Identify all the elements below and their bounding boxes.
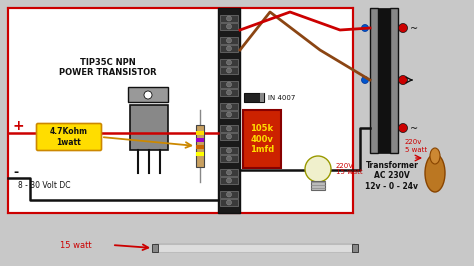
Bar: [352, 244, 358, 252]
Bar: [218, 8, 240, 213]
Text: +: +: [13, 119, 25, 133]
Circle shape: [227, 24, 231, 29]
Bar: [196, 125, 204, 167]
Bar: [220, 103, 238, 110]
Bar: [220, 15, 238, 22]
Text: ~: ~: [410, 124, 418, 134]
Bar: [220, 191, 238, 198]
Bar: [196, 131, 204, 135]
Bar: [152, 244, 158, 252]
Circle shape: [227, 192, 231, 197]
Text: TIP35C NPN
POWER TRANSISTOR: TIP35C NPN POWER TRANSISTOR: [59, 58, 157, 77]
Circle shape: [227, 104, 231, 109]
Circle shape: [227, 90, 231, 95]
Bar: [260, 93, 264, 102]
Circle shape: [227, 200, 231, 205]
Bar: [220, 67, 238, 74]
Bar: [243, 110, 281, 168]
Circle shape: [227, 126, 231, 131]
Bar: [244, 93, 264, 102]
Bar: [8, 8, 353, 213]
Bar: [220, 177, 238, 184]
Circle shape: [144, 91, 152, 99]
Circle shape: [399, 23, 408, 32]
Text: 105k
400v
1mfd: 105k 400v 1mfd: [250, 124, 274, 154]
Circle shape: [227, 178, 231, 183]
Circle shape: [227, 112, 231, 117]
Bar: [130, 105, 168, 150]
Circle shape: [227, 60, 231, 65]
Text: -: -: [13, 166, 18, 179]
Bar: [196, 145, 204, 149]
Bar: [220, 155, 238, 162]
Circle shape: [362, 24, 368, 31]
Circle shape: [399, 123, 408, 132]
Bar: [220, 81, 238, 88]
Bar: [220, 125, 238, 132]
Bar: [220, 37, 238, 44]
Bar: [220, 89, 238, 96]
Bar: [220, 111, 238, 118]
Bar: [378, 8, 390, 153]
Circle shape: [227, 170, 231, 175]
Text: 8 - 30 Volt DC: 8 - 30 Volt DC: [18, 181, 71, 190]
Bar: [220, 23, 238, 30]
Circle shape: [227, 38, 231, 43]
Bar: [220, 199, 238, 206]
Circle shape: [227, 82, 231, 87]
Text: 220v
5 watt: 220v 5 watt: [405, 139, 427, 152]
Ellipse shape: [425, 154, 445, 192]
FancyBboxPatch shape: [36, 123, 101, 151]
Text: 220V
15 watt: 220V 15 watt: [336, 163, 363, 176]
Bar: [196, 152, 204, 156]
Circle shape: [227, 148, 231, 153]
Ellipse shape: [305, 156, 331, 182]
Circle shape: [399, 76, 408, 85]
Ellipse shape: [430, 148, 440, 164]
Bar: [220, 133, 238, 140]
Circle shape: [362, 77, 368, 84]
Bar: [196, 138, 204, 142]
Bar: [220, 59, 238, 66]
Bar: [311, 181, 325, 190]
Text: ~: ~: [410, 24, 418, 34]
Circle shape: [227, 68, 231, 73]
Text: IN 4007: IN 4007: [268, 94, 295, 101]
Text: Transformer
AC 230V
12v - 0 - 24v: Transformer AC 230V 12v - 0 - 24v: [365, 161, 419, 191]
Circle shape: [227, 156, 231, 161]
Bar: [390, 8, 398, 153]
Circle shape: [227, 16, 231, 21]
Bar: [220, 147, 238, 154]
Text: 15 watt: 15 watt: [60, 240, 91, 250]
Bar: [220, 45, 238, 52]
Bar: [220, 169, 238, 176]
Circle shape: [227, 46, 231, 51]
Circle shape: [227, 134, 231, 139]
Text: 4.7Kohm
1watt: 4.7Kohm 1watt: [50, 127, 88, 147]
Bar: [128, 87, 168, 102]
Bar: [370, 8, 378, 153]
